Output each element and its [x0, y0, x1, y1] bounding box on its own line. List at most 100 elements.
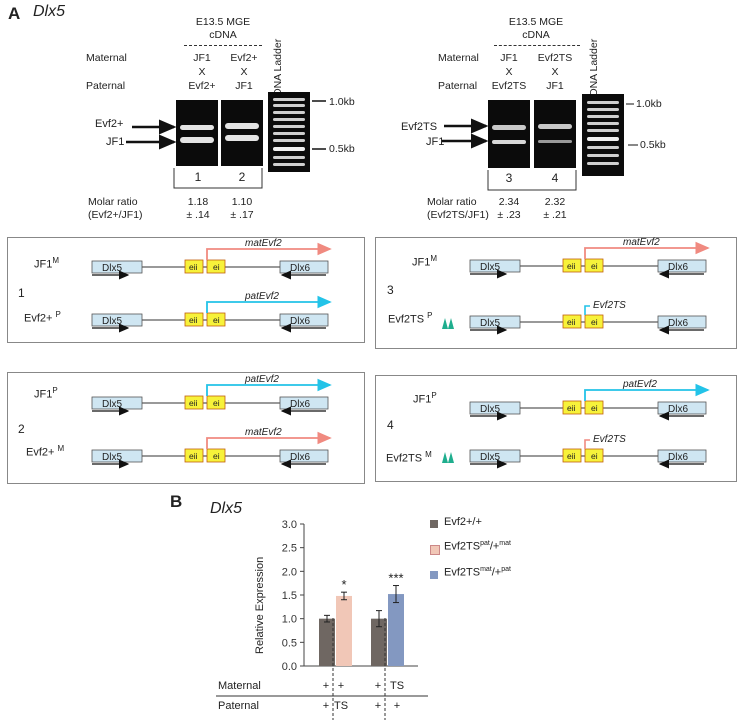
right-gel-header-line2: cDNA [522, 29, 550, 41]
box3-top-dlx5-box [469, 259, 521, 273]
box3-bottom-dlx6-box [657, 315, 707, 329]
box1-bottom-exon-ei [206, 312, 226, 327]
genotype-r1-c3: + [394, 700, 400, 712]
right-band-upper-label: Evf2TS [401, 121, 438, 133]
box3-bottom-exon-ei [584, 314, 604, 329]
box4-bottom-exon-eii-label: eii [567, 451, 576, 461]
genotype-r1-c0: + [323, 700, 329, 712]
box4-bottom-exon-ei [584, 448, 604, 463]
left-size-top: 1.0kb [329, 96, 355, 108]
right-band-lower-label: JF1 [426, 136, 445, 148]
legend-label-2: Evf2TSmat/+pat [444, 566, 511, 579]
left-size-bottom: 0.5kb [329, 143, 355, 155]
lane1-number: 1 [194, 170, 202, 184]
lane1-ratio-error: ± .14 [186, 209, 210, 221]
box1-bottom-exon-eii-label: eii [189, 315, 198, 325]
box3-top-exon-eii [562, 258, 582, 273]
genotype-r1-c1: TS [334, 700, 348, 712]
box3-bottom-transcript-label: Evf2TS [593, 300, 626, 311]
left-gel-header-divider [184, 45, 262, 46]
box1-top-dlx5-box [91, 260, 143, 274]
box2-top-exon-ei-label: ei [213, 398, 220, 408]
box3-top-dlx6-label: Dlx6 [668, 262, 688, 273]
box2-bottom-sup: M [57, 444, 65, 453]
significance-g1-b1: *** [388, 571, 403, 586]
box4-bottom-exon-ei-label: ei [591, 451, 598, 461]
box4-top-allele: JF1P [413, 391, 437, 406]
left-band-lower-label: JF1 [106, 136, 125, 148]
panel-a-letter: A [8, 4, 21, 23]
lane1-maternal: JF1 [193, 52, 211, 64]
box1-number: 1 [18, 286, 25, 300]
right-lane-bracket [487, 170, 577, 191]
box4-top-dlx6-label: Dlx6 [668, 404, 688, 415]
box2-top-exon-ei [206, 395, 226, 410]
box3-bottom-ts-stub [584, 305, 590, 315]
left-gel-maternal-label: Maternal [86, 52, 127, 64]
lane1-cross: X [198, 66, 206, 78]
legend-label-0: Evf2+/+ [444, 516, 482, 528]
lane4-ratio-error: ± .21 [543, 209, 567, 221]
box1-top-transcript-arrow [206, 242, 332, 260]
lane2-ratio: 1.10 [231, 196, 253, 208]
box4-top-dlx6-box [657, 401, 707, 415]
box2-top-dlx6-label: Dlx6 [290, 399, 310, 410]
box3-bottom-sup: P [427, 311, 433, 320]
box1-top-dlx5-label: Dlx5 [102, 263, 122, 274]
lane4-cross: X [551, 66, 559, 78]
lane3-ratio-error: ± .23 [497, 209, 521, 221]
gel-ladder-right [582, 94, 624, 176]
diagram-box-2 [7, 372, 365, 484]
box3-bottom-exon-eii [562, 314, 582, 329]
y-tick-label-3: 1.5 [282, 590, 297, 602]
genotype-r0-c0: + [323, 680, 329, 692]
right-gel-maternal-label: Maternal [438, 52, 479, 64]
bar-g1-b0 [371, 618, 387, 666]
genotype-maternal-label: Maternal [218, 680, 261, 692]
gel-lane-4 [534, 100, 576, 168]
lane4-maternal: Evf2TS [537, 52, 573, 64]
box1-top-exon-eii-label: eii [189, 262, 198, 272]
box2-top-exon-eii-label: eii [189, 398, 198, 408]
right-size-top: 1.0kb [636, 98, 662, 110]
significance-g0-b1: * [341, 577, 346, 592]
box3-top-exon-ei [584, 258, 604, 273]
y-tick-label-0: 0.0 [282, 661, 297, 673]
box4-top-transcript-label: patEvf2 [622, 379, 657, 390]
lane4-number: 4 [551, 171, 559, 185]
gel-ladder-left [268, 92, 310, 172]
lane1-ratio: 1.18 [187, 196, 209, 208]
box1-bottom-sup: P [55, 310, 61, 319]
box3-bottom-dlx6-label: Dlx6 [668, 318, 688, 329]
y-tick-label-6: 3.0 [282, 519, 297, 531]
box4-bottom-dlx6-box [657, 449, 707, 463]
box4-top-dlx5-label: Dlx5 [480, 404, 500, 415]
box2-top-exon-eii [184, 395, 204, 410]
box3-top-sup: M [430, 254, 438, 263]
lane2-ratio-error: ± .17 [230, 209, 254, 221]
box4-top-exon-eii [562, 400, 582, 415]
box1-bottom-dlx6-box [279, 313, 329, 327]
genotype-r0-c3: TS [390, 680, 404, 692]
box1-bottom-exon-ei-label: ei [213, 315, 220, 325]
gel-lane-1 [176, 100, 218, 166]
right-size-bottom: 0.5kb [640, 139, 666, 151]
legend-swatch-2 [430, 571, 438, 579]
box3-number: 3 [387, 283, 394, 297]
box2-bottom-exon-ei-label: ei [213, 451, 220, 461]
panel-b-gene-title: Dlx5 [210, 500, 243, 517]
box4-top-exon-ei-label: ei [591, 403, 598, 413]
gel-lane-3 [488, 100, 530, 168]
gel-annotation-lines [126, 100, 638, 191]
legend-label-1: Evf2TSpat/+mat [444, 540, 511, 553]
lane2-cross: X [240, 66, 248, 78]
left-ratio-label1: Molar ratio [88, 196, 138, 208]
right-gel-header-divider [494, 45, 580, 46]
box3-bottom-exon-ei-label: ei [591, 317, 598, 327]
box2-bottom-dlx6-label: Dlx6 [290, 452, 310, 463]
genotype-paternal-label: Paternal [218, 700, 259, 712]
y-tick-label-2: 1.0 [282, 614, 297, 626]
left-gel-header-line2: cDNA [209, 29, 237, 41]
gel-lane-2 [221, 100, 263, 166]
left-lane-bracket [173, 168, 263, 189]
